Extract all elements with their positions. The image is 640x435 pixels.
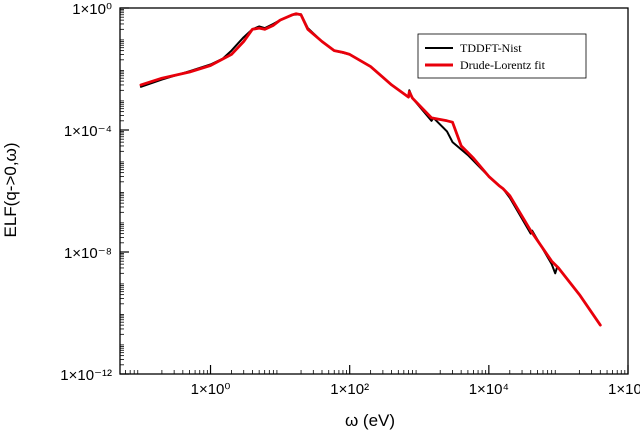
series-line-drude-lorentz-fit (139, 12, 602, 327)
y-axis-label: ELF(q->0,ω) (1, 143, 20, 238)
legend-box (417, 33, 587, 79)
y-tick-label: 1×10⁰ (72, 1, 112, 18)
x-tick-label: 1×10² (330, 381, 369, 398)
x-tick-label: 1×10⁰ (191, 381, 231, 398)
x-axis-ticks: 1×10⁰ 1×10² 1×10⁴ 1×10⁶ (191, 365, 640, 398)
y-axis-ticks: 1×10⁰ 1×10⁻⁴ 1×10⁻⁸ 1×10⁻¹² (60, 1, 129, 384)
y-tick-label: 1×10⁻¹² (60, 367, 112, 384)
x-tick-label: 1×10⁶ (608, 381, 640, 398)
y-tick-label: 1×10⁻⁸ (64, 245, 112, 262)
plot-frame (119, 7, 629, 375)
series-layer (139, 12, 602, 327)
legend-label-tddft: TDDFT-Nist (460, 41, 522, 55)
legend-label-drude: Drude-Lorentz fit (460, 58, 546, 72)
y-tick-label: 1×10⁻⁴ (64, 123, 112, 140)
legend: TDDFT-Nist Drude-Lorentz fit (417, 33, 587, 79)
x-axis-label: ω (eV) (345, 411, 395, 430)
minor-ticks (120, 8, 626, 374)
x-tick-label: 1×10⁴ (469, 381, 509, 398)
